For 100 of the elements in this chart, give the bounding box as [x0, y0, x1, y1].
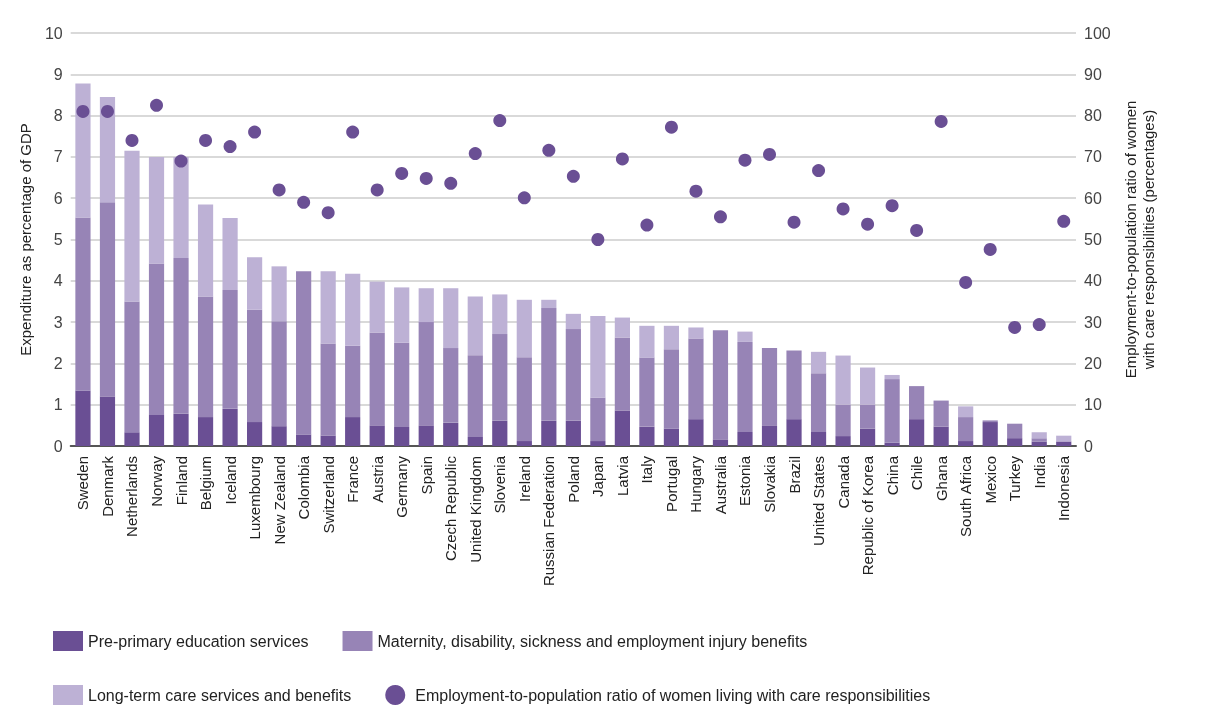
point [640, 218, 654, 232]
point [885, 199, 899, 213]
point [910, 223, 924, 237]
bar [859, 428, 876, 446]
bar [246, 257, 263, 310]
bar [467, 355, 483, 437]
bar [492, 420, 508, 446]
point [664, 120, 678, 134]
point [591, 233, 605, 246]
point [248, 125, 262, 139]
bar [737, 331, 753, 342]
point [861, 217, 875, 231]
bar [884, 379, 900, 443]
point [1057, 214, 1071, 228]
bar [958, 417, 974, 442]
y2-tick-label: 70 [1084, 148, 1102, 166]
bar [639, 325, 655, 358]
x-tick-label: Norway [148, 455, 166, 507]
y-tick-label: 3 [53, 313, 63, 331]
y2-tick-label: 50 [1084, 231, 1102, 248]
bar [320, 343, 336, 436]
x-tick-label: Slovakia [761, 455, 779, 513]
x-tick-label: Switzerland [319, 456, 337, 534]
bar [394, 427, 410, 446]
x-tick-label: Colombia [295, 455, 313, 520]
y-tick-label: 0 [53, 437, 63, 455]
x-tick-label: Luxembourg [246, 456, 264, 540]
bar [492, 334, 508, 421]
point [468, 147, 482, 161]
bar [712, 439, 729, 446]
point [934, 114, 948, 128]
y2-axis-title: Employment-to-population ratio of women with care responsibilities (percentages) [1122, 100, 1158, 379]
bar [933, 400, 949, 427]
bar [565, 329, 581, 421]
bar [516, 299, 532, 358]
x-tick-label: Czech Republic [442, 455, 460, 562]
point [517, 191, 531, 205]
bar [835, 436, 851, 446]
point [1032, 318, 1046, 332]
point [542, 143, 556, 157]
bar [884, 442, 900, 446]
bar [1031, 432, 1047, 439]
bar [369, 425, 385, 446]
bar [688, 327, 704, 339]
y2-tick-label: 0 [1084, 437, 1093, 455]
bar [859, 404, 876, 429]
bar [859, 367, 876, 405]
y-tick-label: 8 [53, 107, 63, 125]
bar [369, 281, 385, 333]
x-tick-label: Indonesia [1055, 455, 1073, 522]
point [566, 169, 580, 183]
bar [614, 410, 630, 446]
bar [271, 266, 287, 322]
bar [516, 441, 532, 446]
point [174, 154, 188, 168]
bar [369, 332, 385, 426]
bar [639, 426, 655, 446]
y-tick-label: 1 [53, 396, 63, 414]
point [370, 183, 384, 197]
x-tick-label: Belgium [197, 456, 215, 511]
bar [222, 289, 238, 409]
x-tick-label: Finland [172, 456, 190, 506]
bar [933, 426, 949, 446]
y2-tick-label: 40 [1084, 272, 1102, 290]
y2-tick-label: 20 [1084, 354, 1102, 372]
x-tick-label: Iceland [221, 456, 239, 505]
bar [541, 308, 557, 421]
x-tick-label: Estonia [736, 455, 754, 507]
bar [124, 150, 140, 302]
bar [761, 348, 778, 426]
bar [810, 431, 827, 446]
x-tick-label: United States [810, 456, 828, 547]
x-tick-label: Australia [711, 455, 729, 515]
x-tick-label: Spain [417, 456, 435, 495]
x-tick-label: Brazil [785, 456, 803, 494]
bar [737, 341, 753, 432]
bar [443, 348, 459, 423]
bar [467, 296, 483, 356]
bar [124, 432, 140, 446]
legend-label: Employment-to-population ratio of women living with care responsibilities [415, 686, 931, 704]
y-tick-label: 4 [53, 272, 63, 290]
bar [835, 404, 851, 437]
x-tick-label: Chile [908, 456, 926, 491]
bar [541, 420, 557, 446]
point [346, 125, 360, 139]
point [150, 98, 164, 112]
point [125, 133, 139, 147]
bar [467, 436, 483, 446]
bar [75, 390, 91, 446]
y2-tick-label: 60 [1084, 189, 1102, 207]
point [689, 184, 703, 198]
bar [909, 419, 925, 446]
bar [173, 413, 189, 446]
bar [1031, 438, 1047, 442]
bar [173, 156, 189, 259]
bar [148, 263, 165, 416]
x-tick-label: Netherlands [123, 456, 141, 537]
bar [296, 271, 312, 435]
bar [1031, 441, 1047, 446]
x-tick-label: Ireland [515, 456, 533, 502]
